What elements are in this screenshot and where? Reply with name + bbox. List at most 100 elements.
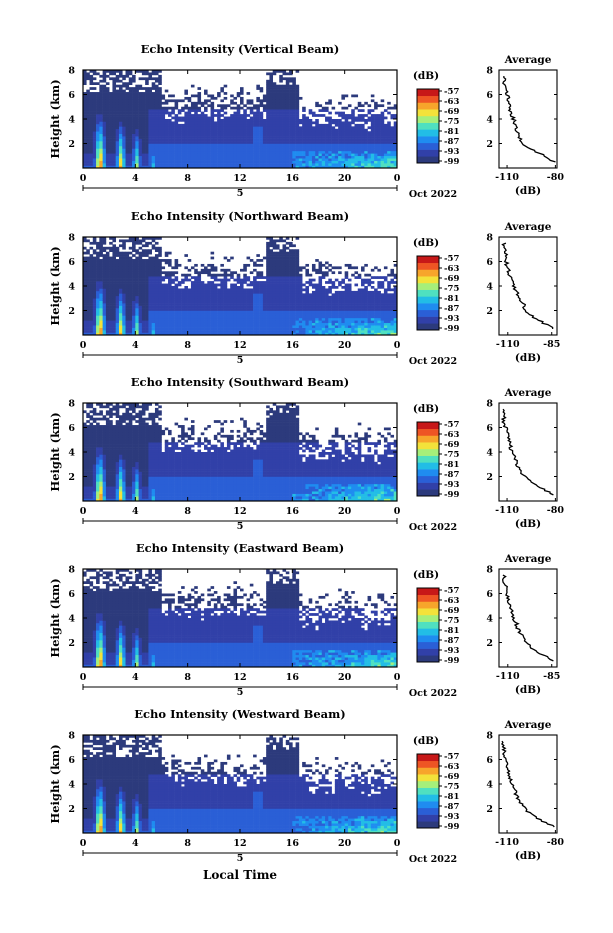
heatmap-cell — [227, 296, 231, 299]
heatmap-cell — [178, 313, 182, 316]
heatmap-cell — [116, 303, 120, 306]
heatmap-cell — [165, 163, 169, 166]
heatmap-cell — [243, 325, 247, 328]
heatmap-cell — [305, 158, 309, 161]
heatmap-cell — [332, 131, 336, 134]
heatmap-cell — [335, 112, 339, 115]
heatmap-cell — [315, 102, 319, 105]
heatmap-cell — [328, 161, 332, 164]
heatmap-cell — [129, 308, 133, 311]
heatmap-cell — [220, 318, 224, 321]
heatmap-cell — [106, 293, 110, 296]
heatmap-cell — [283, 77, 287, 80]
heatmap-cell — [296, 121, 300, 124]
heatmap-cell — [145, 323, 149, 326]
heatmap-cell — [184, 311, 188, 314]
heatmap-cell — [165, 129, 169, 132]
heatmap-cell — [243, 308, 247, 311]
heatmap-cell — [112, 269, 116, 272]
heatmap-cell — [325, 134, 329, 137]
heatmap-cell — [217, 298, 221, 301]
heatmap-cell — [263, 328, 267, 331]
heatmap-cell — [99, 129, 103, 132]
heatmap-cell — [204, 320, 208, 323]
heatmap-cell — [145, 286, 149, 289]
heatmap-cell — [93, 313, 97, 316]
heatmap-cell — [269, 254, 273, 257]
heatmap-cell — [371, 99, 375, 102]
heatmap-cell — [211, 276, 215, 279]
heatmap-cell — [145, 92, 149, 95]
heatmap-cell — [227, 158, 231, 161]
heatmap-cell — [109, 281, 113, 284]
heatmap-cell — [148, 249, 152, 252]
heatmap-cell — [322, 161, 326, 164]
heatmap-cell — [292, 124, 296, 127]
heatmap-cell — [184, 161, 188, 164]
heatmap-cell — [269, 318, 273, 321]
heatmap-cell — [175, 163, 179, 166]
heatmap-cell — [286, 102, 290, 105]
heatmap-cell — [126, 109, 130, 112]
heatmap-cell — [181, 151, 185, 154]
heatmap-cell — [116, 266, 120, 269]
heatmap-cell — [168, 151, 172, 154]
heatmap-cell — [371, 126, 375, 129]
heatmap-cell — [220, 303, 224, 306]
heatmap-cell — [371, 117, 375, 120]
heatmap-cell — [237, 109, 241, 112]
heatmap-cell — [152, 153, 156, 156]
heatmap-cell — [250, 284, 254, 287]
heatmap-cell — [96, 288, 100, 291]
heatmap-cell — [335, 151, 339, 154]
heatmap-cell — [289, 288, 293, 291]
heatmap-cell — [175, 119, 179, 122]
heatmap-cell — [276, 293, 280, 296]
heatmap-cell — [194, 311, 198, 314]
heatmap-cell — [191, 109, 195, 112]
heatmap-cell — [168, 320, 172, 323]
heatmap-cell — [135, 119, 139, 122]
heatmap-cell — [269, 102, 273, 105]
heatmap-cell — [119, 139, 123, 142]
heatmap-cell — [269, 325, 273, 328]
panel-title: Echo Intensity (Northward Beam) — [131, 209, 349, 223]
heatmap-cell — [283, 293, 287, 296]
heatmap-cell — [276, 269, 280, 272]
heatmap-cell — [126, 129, 130, 132]
heatmap-cell — [178, 139, 182, 142]
heatmap-cell — [276, 284, 280, 287]
heatmap-cell — [364, 146, 368, 149]
heatmap-cell — [152, 259, 156, 262]
heatmap-cell — [201, 330, 205, 333]
heatmap-cell — [122, 279, 126, 282]
heatmap-cell — [240, 99, 244, 102]
heatmap-cell — [247, 264, 251, 267]
heatmap-cell — [263, 144, 267, 147]
heatmap-cell — [279, 163, 283, 166]
heatmap-cell — [328, 158, 332, 161]
heatmap-cell — [184, 288, 188, 291]
heatmap-cell — [273, 330, 277, 333]
heatmap-cell — [158, 124, 162, 127]
heatmap-cell — [283, 139, 287, 142]
heatmap-cell — [155, 146, 159, 149]
heatmap-cell — [201, 318, 205, 321]
heatmap-cell — [279, 126, 283, 129]
heatmap-cell — [148, 315, 152, 318]
heatmap-cell — [152, 121, 156, 124]
heatmap-cell — [292, 85, 296, 88]
heatmap-cell — [152, 82, 156, 85]
heatmap-cell — [158, 320, 162, 323]
heatmap-cell — [112, 141, 116, 144]
heatmap-cell — [122, 139, 126, 142]
heatmap-cell — [139, 107, 143, 110]
heatmap-cell — [328, 136, 332, 139]
heatmap-cell — [341, 95, 345, 98]
heatmap-cell — [135, 291, 139, 294]
heatmap-cell — [119, 328, 123, 331]
heatmap-cell — [256, 112, 260, 115]
heatmap-cell — [273, 121, 277, 124]
heatmap-cell — [168, 252, 172, 255]
heatmap-cell — [168, 291, 172, 294]
